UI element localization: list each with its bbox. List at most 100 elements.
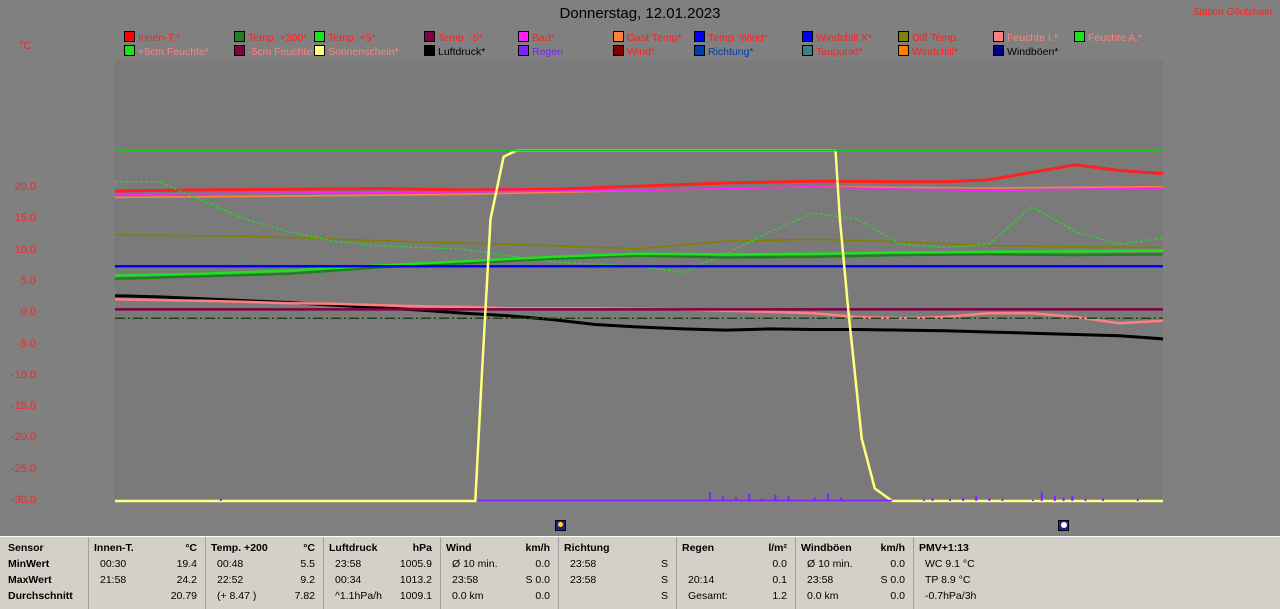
legend-label: Richtung* [708,46,754,58]
legend-item-8[interactable]: Diff Temp. [898,31,959,45]
stats-col-7: PMV+1:13 WC 9.1 °C TP 8.9 °C -0.7hPa/3h [913,537,1033,609]
legend-item-7[interactable]: Windchill X* [802,31,872,45]
cell-value: 0.0 [890,558,905,570]
legend-swatch [898,31,909,42]
rain-bar-8 [735,497,738,501]
series-line-4 [115,181,1164,274]
rain-bar-0 [219,499,222,501]
stats-col-3: Wind km/h Ø 10 min. 0.0 23:58 S 0.0 0.0 km 0.0 [440,537,559,609]
cell-value: 24.2 [176,574,197,586]
legend-item-11[interactable]: +5cm Feuchte* [124,45,209,59]
stats-table: Sensor MinWert MaxWert Durchschnitt Innen-T.… [0,536,1280,609]
cell-value: 0.0 [535,590,550,602]
row-label: Durchschnitt [8,590,73,602]
legend-label: Diff Temp. [912,32,959,44]
rain-bar-7 [721,496,724,501]
y-tick-label: -5.0 [17,337,36,350]
legend-label: Taupunkt* [816,46,863,58]
legend-label: Temp. Wind* [708,32,768,44]
col-header: Wind [446,542,472,554]
legend-label: Windchill X* [816,32,873,44]
col-header: Luftdruck [329,542,378,554]
cell-label: Ø 10 min. [807,558,853,570]
cell-value: S 0.0 [880,574,905,586]
col-unit: hPa [412,542,432,554]
col-header: Innen-T. [94,542,134,554]
cell-value: 0.1 [772,574,787,586]
legend-item-19[interactable]: Windchill* [898,45,958,59]
legend: Innen-T.* Temp. +200* Temp. +5* Temp. -5* Ba… [124,31,1274,61]
moon-marker [1057,520,1069,531]
legend-item-16[interactable]: Wind* [613,45,655,59]
legend-item-10[interactable]: Feuchte A.* [1074,31,1142,45]
cell-value: 20.79 [170,590,197,602]
legend-item-14[interactable]: Luftdruck* [424,45,485,59]
legend-swatch [124,45,135,56]
legend-swatch [802,45,813,56]
rain-bar-6 [708,492,711,501]
legend-item-4[interactable]: Bad* [518,31,555,45]
legend-item-9[interactable]: Feuchte I.* [993,31,1058,45]
legend-swatch [1074,31,1085,42]
cell-label: 23:58 [807,574,834,586]
y-tick-label: -30.0 [10,494,36,506]
col-unit: °C [185,542,197,554]
legend-swatch [613,45,624,56]
legend-label: Gast Temp* [627,32,682,44]
cell-value: 19.4 [176,558,197,570]
legend-swatch [234,31,245,42]
legend-label: Windchill* [912,46,959,58]
legend-label: Wind* [627,46,656,58]
cell-label: 0.0 km [452,590,484,602]
legend-item-0[interactable]: Innen-T.* [124,31,180,45]
rain-bar-9 [748,493,751,501]
rain-bar-28 [1084,499,1087,501]
col-unit: km/h [525,542,550,554]
row-label: Sensor [8,542,44,554]
sunrise-marker [555,520,567,531]
stats-col-0: Innen-T. °C 00:30 19.4 21:58 24.2 20.79 [88,537,206,609]
y-tick-label: 15.0 [14,212,36,225]
rain-bar-20 [975,496,978,501]
y-unit-label: °C [19,40,32,52]
legend-label: Innen-T.* [138,32,181,44]
legend-item-3[interactable]: Temp. -5* [424,31,483,45]
y-tick-label: -10.0 [10,368,36,381]
cell-value: 1.2 [772,590,787,602]
legend-label: Temp. +200* [248,32,308,44]
cell-label: ^1.1hPa/h [335,590,382,602]
cell-label: 23:58 [570,558,597,570]
legend-item-2[interactable]: Temp. +5* [314,31,376,45]
legend-item-15[interactable]: Regen [518,45,563,59]
y-tick-label: -20.0 [10,431,36,444]
rain-bar-14 [826,493,829,501]
legend-item-1[interactable]: Temp. +200* [234,31,307,45]
weather-chart [114,149,1164,503]
rain-bar-25 [1053,496,1056,501]
y-tick-label: -15.0 [10,400,36,413]
legend-item-18[interactable]: Taupunkt* [802,45,863,59]
rain-bar-16 [922,499,925,501]
chart-title: Donnerstag, 12.01.2023 [559,5,721,22]
series-line-3 [114,234,1164,250]
legend-item-20[interactable]: Windböen* [993,45,1058,59]
legend-item-12[interactable]: -5cm Feuchte* [234,45,316,59]
y-tick-label: 20.0 [14,181,36,193]
cell-label: TP 8.9 °C [925,574,971,586]
legend-label: Feuchte A.* [1088,32,1143,44]
cell-label: 0.0 km [807,590,839,602]
legend-swatch [518,45,529,56]
rain-bar-26 [1062,497,1065,501]
rain-bar-15 [839,497,842,501]
stats-col-4: Richtung 23:58 S 23:58 S S [558,537,677,609]
legend-item-5[interactable]: Gast Temp* [613,31,682,45]
legend-swatch [898,45,909,56]
legend-item-6[interactable]: Temp. Wind* [694,31,768,45]
legend-item-13[interactable]: Sonnenschein* [314,45,399,59]
cell-label: 23:58 [570,574,597,586]
legend-swatch [124,31,135,42]
legend-item-17[interactable]: Richtung* [694,45,754,59]
legend-swatch [694,31,705,42]
cell-label: 23:58 [335,558,362,570]
series-line-2 [114,185,1164,196]
